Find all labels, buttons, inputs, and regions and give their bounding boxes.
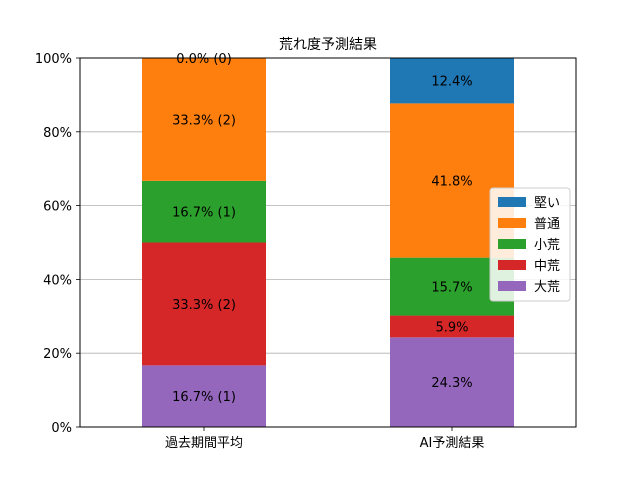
bar-segment <box>142 58 266 181</box>
axis-layer: 0% 20% 40% 60% 80% 100% 過去期間平均 AI予測結果 <box>35 52 577 451</box>
bar-data-label: 16.7% (1) <box>172 390 236 405</box>
bar-segment <box>390 337 514 427</box>
y-tick-label: 20% <box>43 347 72 362</box>
bar-data-label: 5.9% <box>435 320 468 335</box>
bar-segment <box>142 242 266 366</box>
legend-label: 普通 <box>534 217 560 232</box>
legend-swatch <box>498 281 526 291</box>
chart-title: 荒れ度予測結果 <box>279 37 377 53</box>
bar-data-label: 41.8% <box>431 175 472 190</box>
y-tick-label: 0% <box>51 421 72 436</box>
legend-label: 小荒 <box>534 238 560 253</box>
legend-swatch <box>498 218 526 228</box>
y-tick-label: 100% <box>35 52 72 67</box>
bar-data-label: 15.7% <box>431 281 472 296</box>
y-tick-label: 40% <box>43 273 72 288</box>
x-tick-label: AI予測結果 <box>420 436 485 451</box>
y-tick-label: 60% <box>43 200 72 215</box>
plot-frame <box>79 57 577 428</box>
legend-label: 大荒 <box>534 280 560 295</box>
bar-segment <box>142 365 266 427</box>
legend-swatch <box>498 197 526 207</box>
legend-box <box>489 187 571 302</box>
bar-segment <box>142 180 266 243</box>
x-tick-label: 過去期間平均 <box>165 436 243 451</box>
bar-segment <box>390 315 514 338</box>
bar-segment <box>390 57 514 104</box>
y-tick-label: 80% <box>43 126 72 141</box>
bar-data-label: 12.4% <box>431 75 472 90</box>
bar-data-label: 33.3% (2) <box>172 113 236 128</box>
bar-data-label: 24.3% <box>431 376 472 391</box>
legend-swatch <box>498 239 526 249</box>
legend-label: 堅い <box>534 196 560 211</box>
bar-data-label: 16.7% (1) <box>172 206 236 221</box>
bar-data-label: 33.3% (2) <box>172 298 236 313</box>
legend-label: 中荒 <box>534 259 560 274</box>
bar-data-label: 0.0% (0) <box>176 52 232 67</box>
legend-swatch <box>498 260 526 270</box>
